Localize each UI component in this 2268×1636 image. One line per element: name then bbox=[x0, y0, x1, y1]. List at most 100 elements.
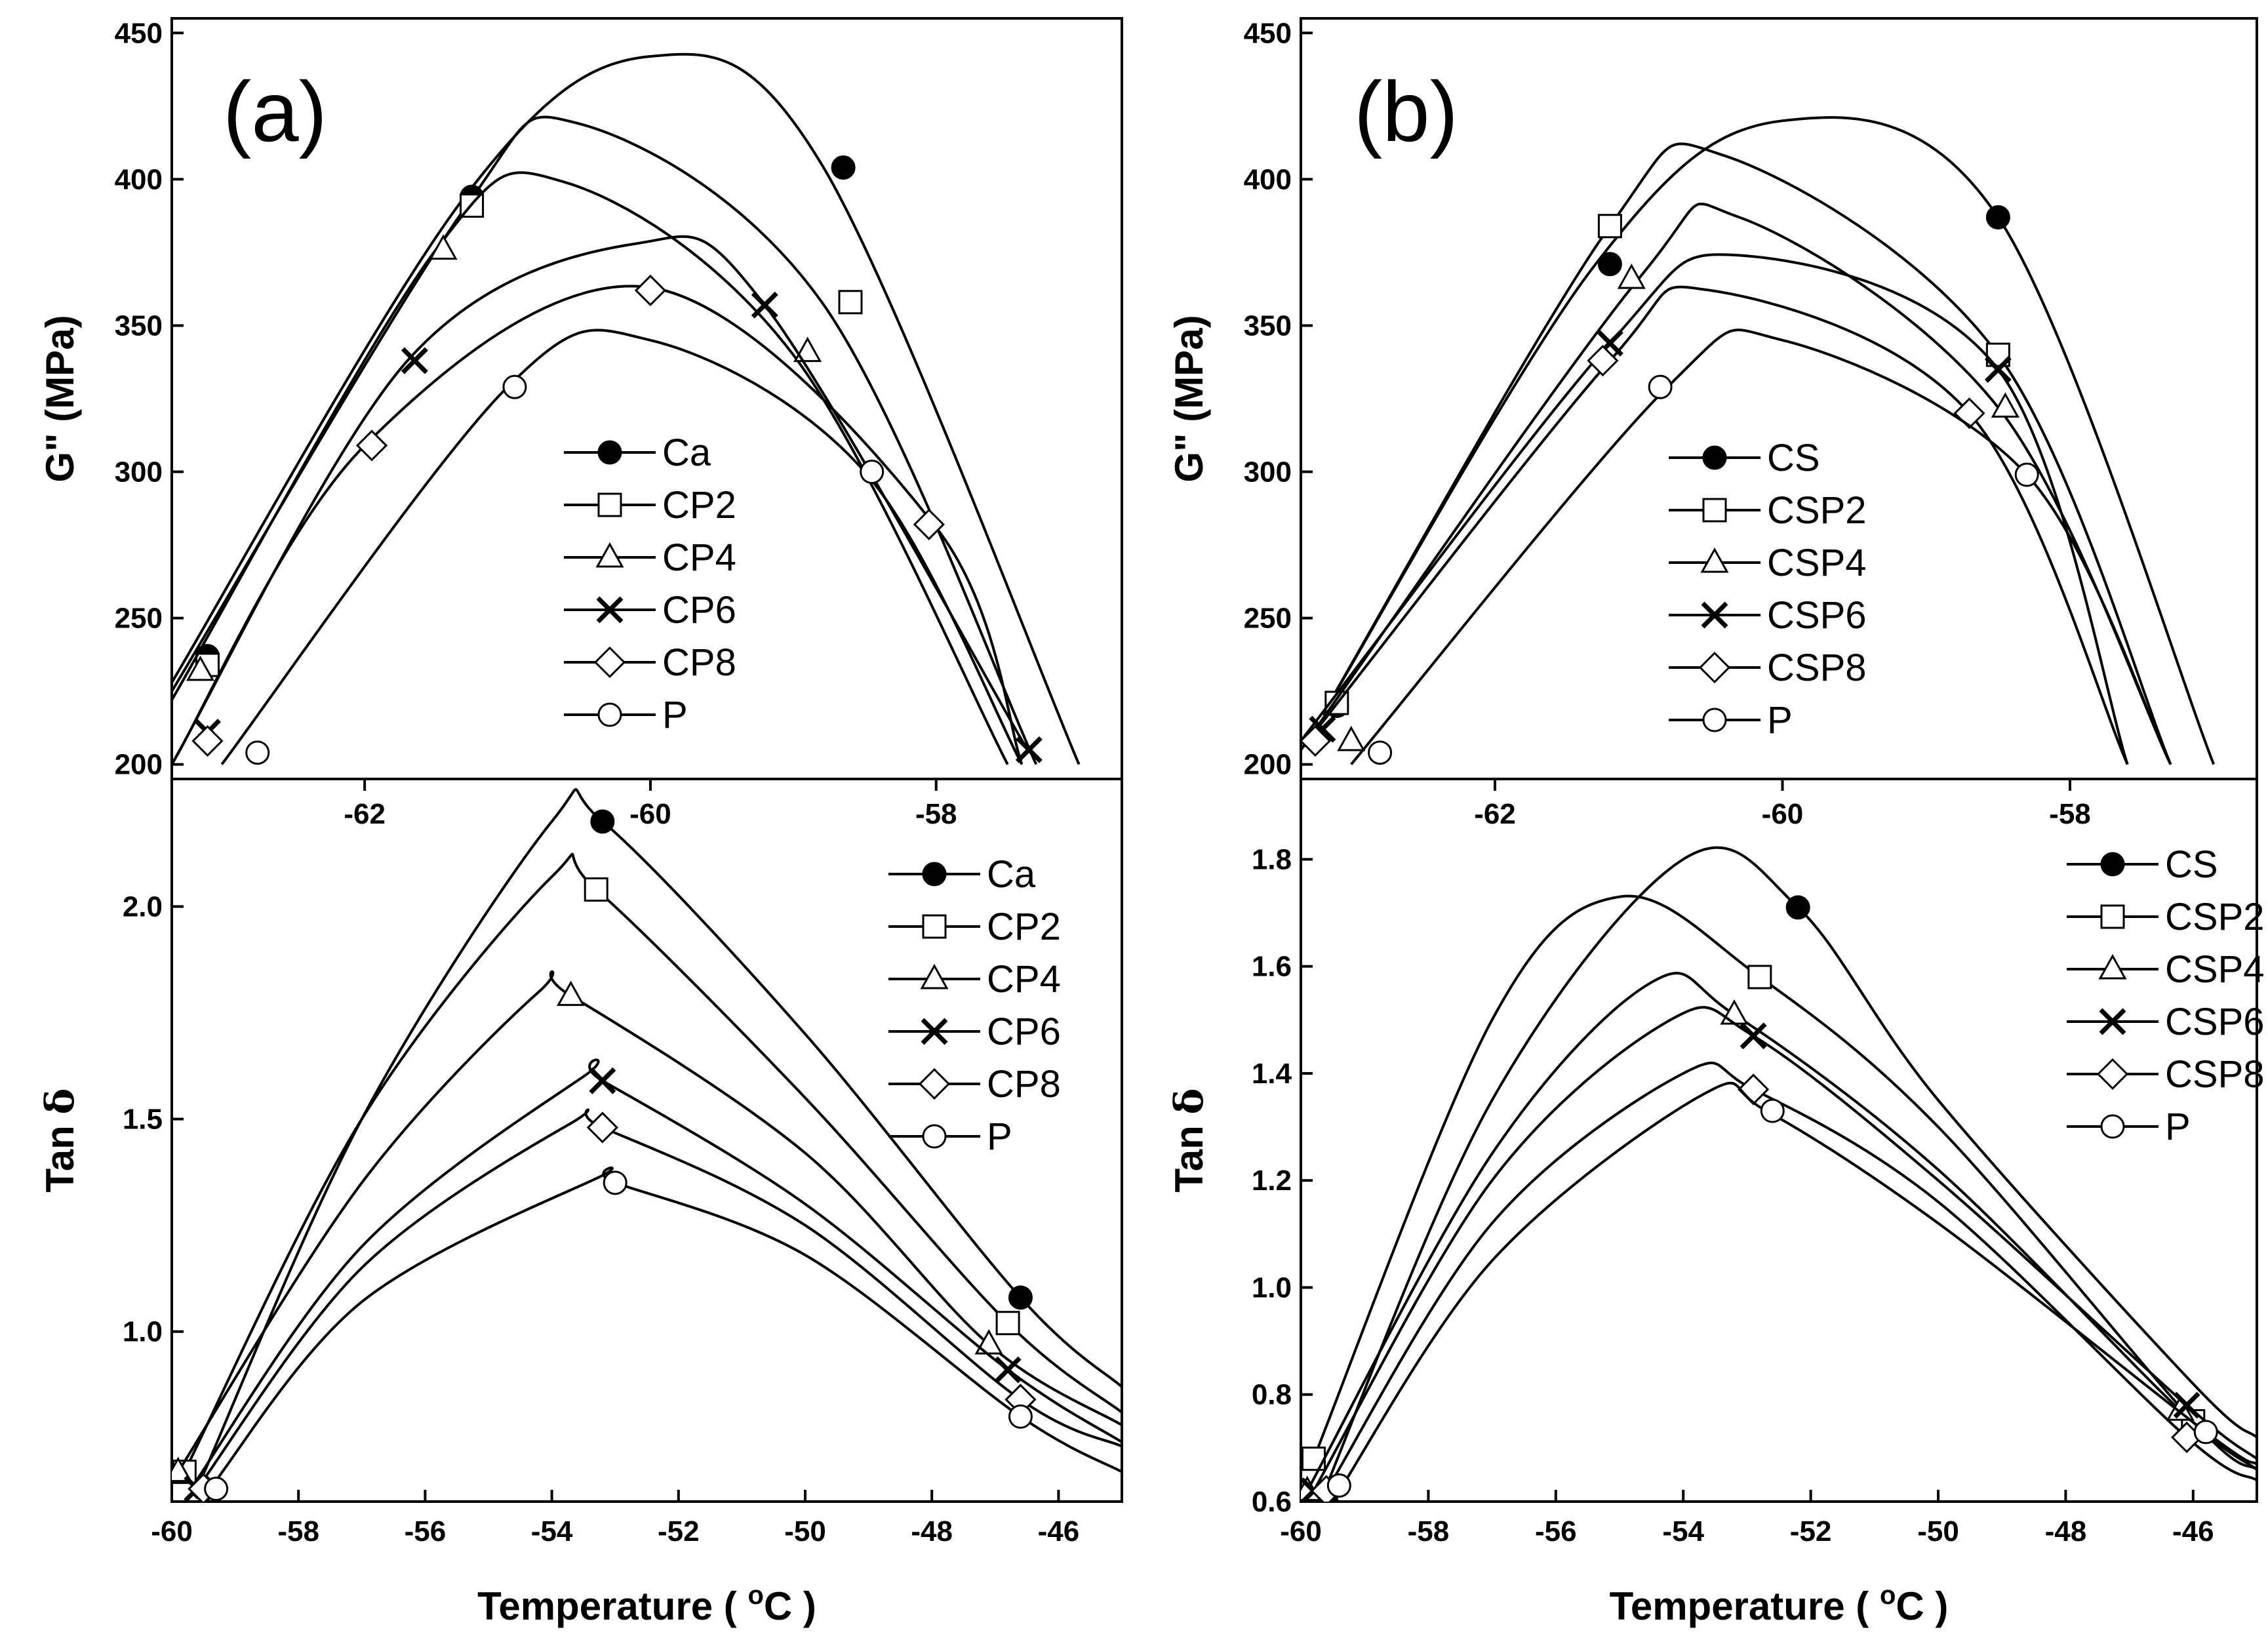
x-tick-label: -58 bbox=[915, 798, 957, 830]
x-tick-label: -60 bbox=[1280, 1515, 1322, 1547]
data-point-CSP2 bbox=[1747, 965, 1772, 989]
legend-label: CSP8 bbox=[1767, 647, 1867, 689]
y-tick-label: 0.6 bbox=[1252, 1486, 1292, 1518]
legend-label: CSP2 bbox=[2165, 896, 2265, 938]
legend-label: CS bbox=[2165, 843, 2218, 886]
data-point-CP8 bbox=[913, 508, 945, 540]
legend-label: CSP8 bbox=[2165, 1053, 2265, 1096]
x-tick-label: -58 bbox=[2049, 798, 2091, 830]
y-tick-label: 0.8 bbox=[1252, 1379, 1292, 1411]
legend-label: P bbox=[2165, 1106, 2191, 1148]
data-point-CP8 bbox=[634, 274, 667, 307]
data-point-CP6 bbox=[589, 1067, 616, 1094]
y-axis-label: G" (MPa) bbox=[38, 315, 82, 482]
data-point-P bbox=[1760, 1098, 1785, 1123]
y-tick-label: 200 bbox=[115, 749, 163, 781]
y-tick-label: 300 bbox=[115, 456, 163, 489]
y-axis-label: Tan δ bbox=[37, 1088, 83, 1193]
series-line-P bbox=[1331, 1081, 2257, 1502]
data-point-CSP8 bbox=[1587, 344, 1619, 377]
series-line-Ca bbox=[172, 52, 1081, 765]
legend-label: CSP6 bbox=[2165, 1001, 2265, 1043]
legend-marker-CP8 bbox=[593, 646, 626, 679]
data-point-CP6 bbox=[751, 291, 778, 319]
x-tick-label: -62 bbox=[344, 798, 386, 830]
subplot-b-top: -62 -60 -58 200 250 300 350 400 450 G" (MPa) CS CSP… bbox=[1167, 17, 2258, 830]
data-point-P bbox=[1368, 740, 1393, 765]
data-point-CP4 bbox=[557, 980, 586, 1007]
data-point-CSP6 bbox=[1984, 355, 2012, 383]
x-tick-label: -54 bbox=[531, 1515, 573, 1547]
legend-label: CS bbox=[1767, 437, 1820, 479]
legend-label: CP2 bbox=[987, 906, 1061, 948]
legend-label: CP4 bbox=[662, 536, 736, 579]
legend-marker-CSP8 bbox=[1698, 651, 1731, 684]
legend-marker-CS bbox=[2100, 852, 2125, 877]
x-tick-label: -48 bbox=[911, 1515, 953, 1547]
x-axis-label: Temperature ( oC ) bbox=[477, 1581, 816, 1628]
legend-marker-Ca bbox=[922, 862, 947, 887]
data-point-CSP6 bbox=[1740, 1022, 1767, 1050]
series-line-CP4 bbox=[172, 171, 1009, 765]
y-tick-label: 1.2 bbox=[1252, 1165, 1292, 1197]
data-point-CP6 bbox=[1015, 736, 1043, 763]
series-layer bbox=[1301, 116, 2216, 765]
data-point-CP4 bbox=[186, 655, 215, 681]
data-point-CP8 bbox=[191, 725, 224, 757]
data-point-Ca bbox=[1008, 1285, 1033, 1310]
x-tick-label: -46 bbox=[1038, 1515, 1080, 1547]
panel-tag: (b) bbox=[1354, 64, 1458, 159]
legend-label: CP4 bbox=[987, 958, 1061, 1001]
data-point-Ca bbox=[590, 809, 615, 834]
legend-label: CP2 bbox=[662, 484, 736, 527]
legend: CS CSP2 CSP4 CSP6 CSP8 P bbox=[1669, 437, 1867, 742]
data-point-CP8 bbox=[586, 1111, 619, 1144]
data-point-P bbox=[2014, 462, 2039, 487]
series-line-CP2 bbox=[172, 115, 1038, 765]
plot-frame bbox=[170, 778, 1123, 1503]
series-layer bbox=[172, 52, 1081, 765]
data-point-CSP4 bbox=[1720, 999, 1749, 1025]
data-point-P bbox=[860, 460, 885, 485]
legend-marker-CP8 bbox=[918, 1067, 951, 1100]
series-line-CSP6 bbox=[1312, 1006, 2257, 1492]
x-axis-label: Temperature ( oC ) bbox=[1610, 1581, 1949, 1628]
data-point-CP2 bbox=[838, 290, 863, 315]
legend-marker-P bbox=[1702, 708, 1727, 732]
legend-marker-CSP6 bbox=[1701, 601, 1728, 629]
data-point-P bbox=[1326, 1473, 1351, 1498]
series-line-CSP4 bbox=[1301, 203, 2172, 765]
data-point-CS bbox=[1985, 205, 2010, 229]
data-point-CP4 bbox=[172, 1456, 193, 1483]
data-point-CP6 bbox=[994, 1356, 1022, 1384]
x-tick-label: -62 bbox=[1474, 798, 1516, 830]
y-tick-label: 2.0 bbox=[123, 890, 163, 923]
data-point-P bbox=[245, 740, 270, 765]
x-tick-label: -46 bbox=[2172, 1515, 2214, 1547]
legend-marker-CS bbox=[1702, 445, 1727, 470]
x-tick-label: -56 bbox=[1535, 1515, 1577, 1547]
y-tick-label: 400 bbox=[115, 163, 163, 195]
series-line-Ca bbox=[195, 788, 1122, 1490]
y-tick-label: 1.0 bbox=[123, 1316, 163, 1348]
x-tick-label: -52 bbox=[658, 1515, 700, 1547]
x-tick-label: -58 bbox=[1408, 1515, 1450, 1547]
series-layer bbox=[1301, 846, 2257, 1502]
x-tick-label: -48 bbox=[2045, 1515, 2087, 1547]
legend: Ca CP2 CP4 CP6 CP8 P bbox=[888, 853, 1061, 1158]
y-tick-label: 1.8 bbox=[1252, 843, 1292, 875]
subplot-b-bottom: -60 -58 -56 -54 -52 -50 -48 -46 0.6 0.8 1.0 1.2 1.4 1… bbox=[1166, 778, 2265, 1628]
data-point-CS bbox=[1785, 895, 1810, 920]
data-point-P bbox=[603, 1170, 627, 1195]
y-tick-label: 450 bbox=[115, 17, 163, 49]
series-line-CP4 bbox=[177, 970, 1122, 1473]
data-point-P bbox=[502, 374, 527, 399]
series-line-P bbox=[209, 1166, 1122, 1490]
y-tick-label: 400 bbox=[1244, 163, 1292, 195]
series-line-CSP6 bbox=[1301, 253, 2129, 765]
y-tick-label: 1.0 bbox=[1252, 1271, 1292, 1304]
x-tick-label: -60 bbox=[151, 1515, 193, 1547]
data-point-CSP2 bbox=[1597, 214, 1622, 239]
legend-marker-P bbox=[2100, 1114, 2125, 1139]
y-tick-label: 1.4 bbox=[1252, 1058, 1292, 1090]
